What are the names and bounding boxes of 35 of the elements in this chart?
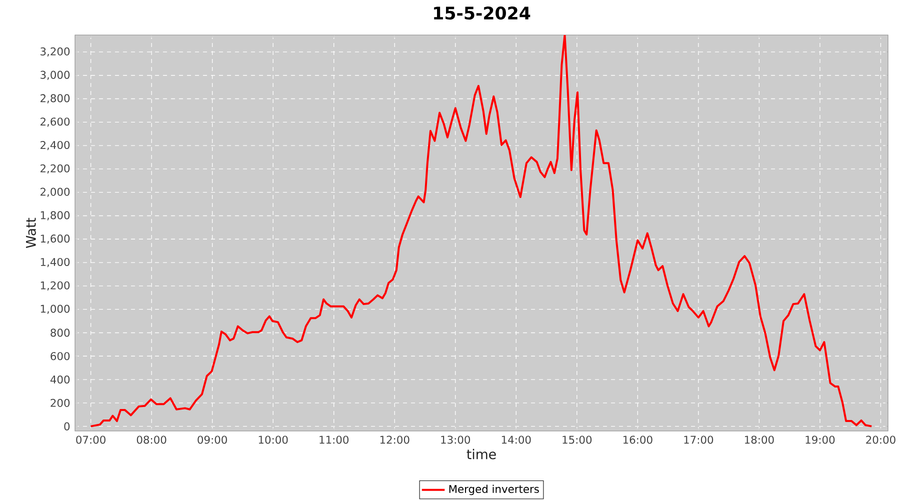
y-tick-label: 1,400	[40, 258, 70, 268]
y-tick-label: 400	[50, 375, 70, 384]
x-tick-label: 14:00	[502, 436, 531, 444]
x-axis-title: time	[466, 448, 496, 460]
legend-label: Merged inverters	[449, 484, 539, 496]
x-tick-label: 12:00	[380, 436, 410, 444]
y-tick-label: 1,000	[40, 304, 70, 314]
y-tick-label: 2,200	[40, 164, 70, 174]
y-tick-label: 3,000	[40, 70, 70, 80]
chart-title: 15-5-2024	[434, 6, 530, 20]
x-tick-label: 16:00	[623, 436, 652, 444]
y-tick-label: 800	[50, 328, 70, 337]
y-tick-label: 3,200	[40, 47, 70, 57]
x-tick-label: 13:00	[441, 436, 470, 444]
y-tick-label: 2,600	[40, 118, 70, 127]
y-tick-label: 200	[50, 398, 70, 407]
y-tick-label: 2,000	[40, 188, 70, 197]
x-tick-label: 09:00	[198, 436, 227, 444]
x-tick-label: 07:00	[76, 436, 106, 444]
y-tick-label: 2,400	[40, 140, 70, 150]
x-tick-label: 17:00	[684, 436, 714, 444]
y-tick-label: 2,800	[40, 94, 70, 104]
y-tick-label: 600	[50, 352, 70, 360]
x-tick-label: 08:00	[136, 436, 166, 444]
x-tick-label: 11:00	[320, 436, 349, 444]
y-tick-label: 1,800	[40, 211, 70, 220]
y-tick-label: 1,600	[40, 234, 70, 244]
y-tick-label: 0	[64, 422, 70, 430]
y-tick-label: 1,200	[40, 281, 70, 291]
y-axis-title: Watt	[26, 218, 36, 248]
x-tick-label: 19:00	[806, 436, 835, 444]
x-tick-label: 20:00	[866, 436, 896, 444]
x-tick-label: 10:00	[258, 436, 288, 444]
x-tick-label: 15:00	[562, 436, 592, 444]
x-tick-label: 18:00	[744, 436, 774, 444]
